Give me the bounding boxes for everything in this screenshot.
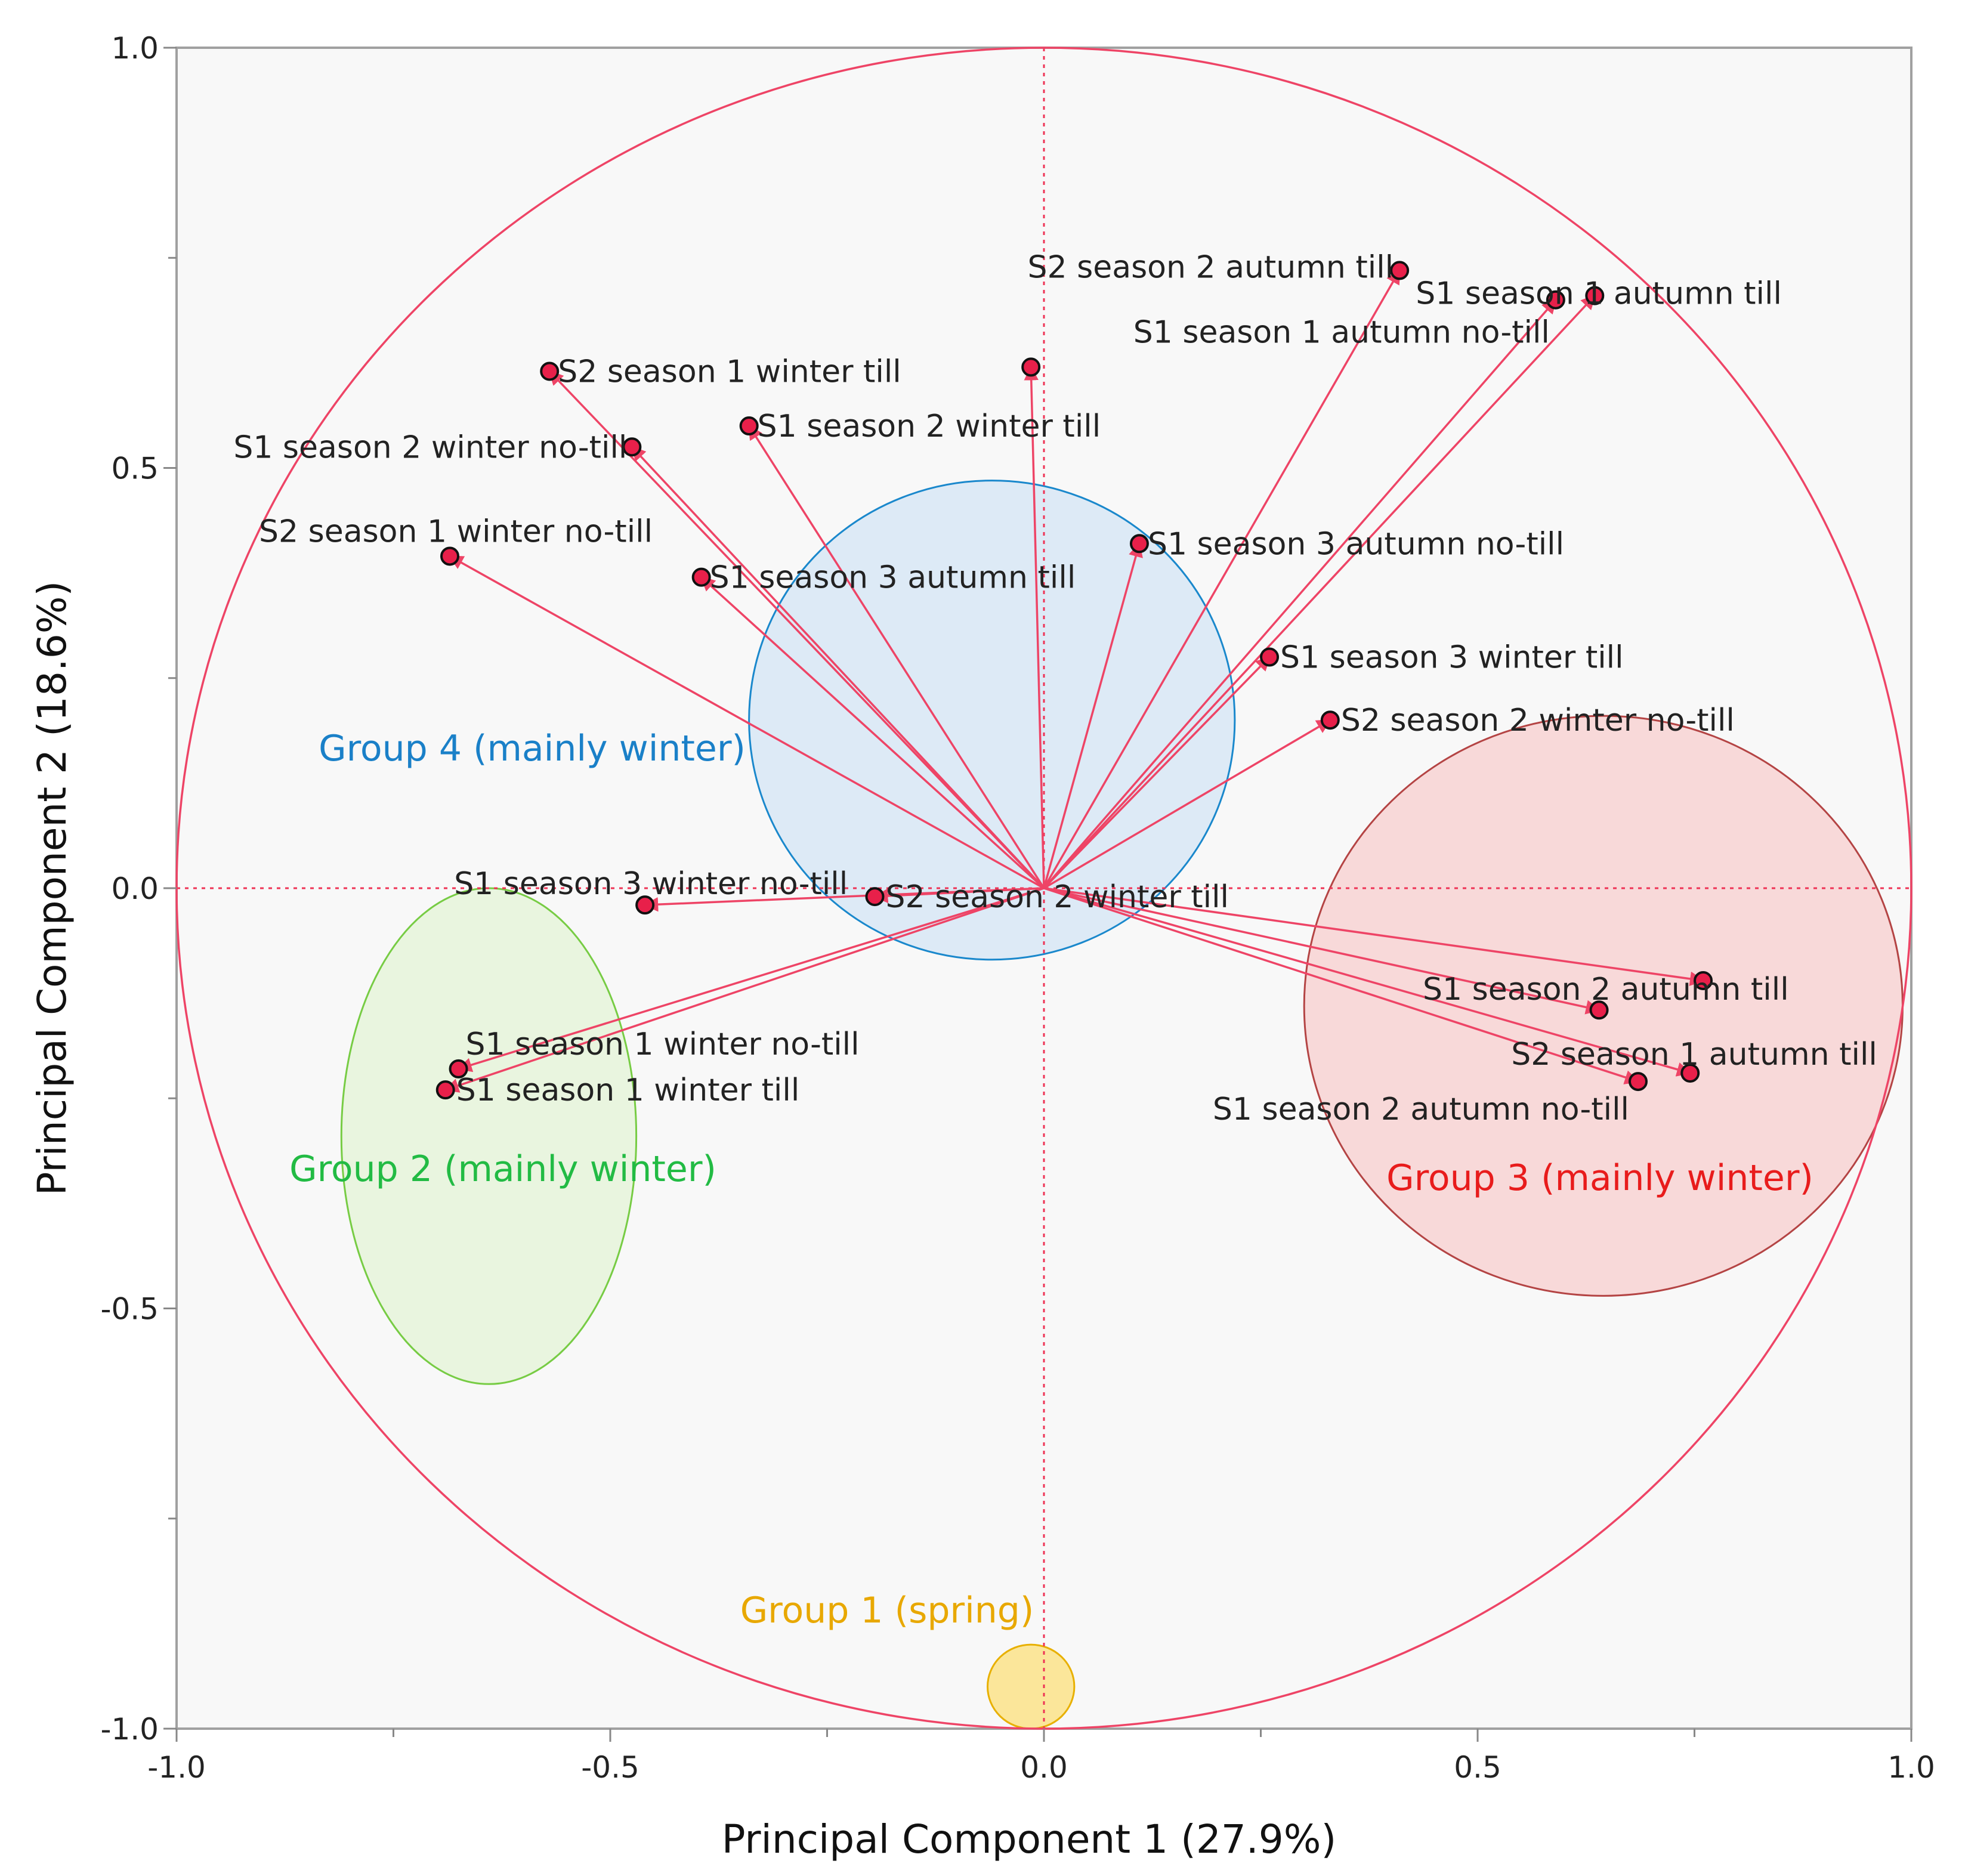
loading-point-13: [865, 887, 885, 907]
y-tick-label: -0.5: [100, 1292, 159, 1327]
loading-point-3: [1021, 357, 1041, 377]
x-tick-label: 0.5: [1454, 1750, 1501, 1785]
group-3-winter-label: Group 3 (mainly winter): [1386, 1157, 1813, 1199]
group-4-winter-ellipse: [748, 480, 1236, 961]
loading-point-9: [691, 567, 711, 587]
loading-arrows: [444, 269, 1705, 1093]
group-1-spring-label: Group 1 (spring): [740, 1590, 1034, 1631]
loading-arrow-0: [1043, 269, 1401, 889]
x-tick-label: 1.0: [1887, 1750, 1935, 1785]
loading-label-2: S1 season 1 autumn no-till: [1133, 315, 1550, 351]
loading-arrow-18: [457, 887, 1045, 1073]
loading-label-9: S1 season 3 autumn till: [710, 560, 1076, 596]
loading-arrow-15: [1043, 887, 1601, 1015]
loading-label-18: S1 season 1 winter no-till: [466, 1027, 860, 1062]
loading-label-16: S2 season 1 autumn till: [1511, 1037, 1877, 1073]
loading-label-6: S1 season 2 winter no-till: [233, 429, 627, 465]
loading-arrow-16: [1043, 887, 1692, 1077]
loading-point-10: [1260, 647, 1280, 667]
loading-point-12: [635, 895, 655, 915]
loading-label-11: S2 season 2 winter no-till: [1341, 703, 1735, 738]
loading-arrow-17: [1043, 887, 1640, 1084]
loading-point-8: [1129, 534, 1149, 554]
group-labels: Group 1 (spring) Group 2 (mainly winter) G…: [289, 728, 1813, 1631]
loading-point-11: [1320, 710, 1340, 730]
loading-label-1: S1 season 1 autumn till: [1416, 276, 1782, 312]
loading-arrow-8: [1043, 542, 1143, 889]
group-2-winter-ellipse: [340, 887, 638, 1385]
loading-point-4: [540, 361, 560, 381]
loading-point-6: [622, 437, 642, 457]
loading-label-19: S1 season 1 winter till: [456, 1073, 800, 1108]
y-tick-label: -1.0: [100, 1712, 159, 1747]
loading-arrow-9: [700, 576, 1045, 889]
axes: -1.0 -0.5 0.0 0.5 1.0 1.0 0.5 0.0 -0.5 -1.0: [100, 31, 1935, 1785]
loading-label-0: S2 season 2 autumn till: [1028, 249, 1394, 285]
group-4-winter-label: Group 4 (mainly winter): [319, 728, 746, 769]
group-2-winter-label: Group 2 (mainly winter): [289, 1148, 716, 1190]
loading-point-15: [1589, 1000, 1609, 1020]
y-tick-label: 0.0: [111, 871, 159, 906]
loading-point-1: [1585, 286, 1605, 305]
loading-label-17: S1 season 2 autumn no-till: [1213, 1092, 1629, 1127]
loading-arrow-10: [1043, 656, 1271, 889]
loading-arrow-14: [1043, 887, 1705, 987]
y-tick-label: 1.0: [111, 31, 159, 66]
loading-arrow-6: [631, 446, 1045, 889]
y-tick-label: 0.5: [111, 452, 159, 486]
x-tick-label: -1.0: [147, 1750, 206, 1785]
x-tick-label: 0.0: [1020, 1750, 1068, 1785]
loading-label-7: S2 season 1 winter no-till: [259, 514, 653, 549]
loading-arrow-11: [1043, 719, 1331, 889]
loading-arrow-2: [1043, 298, 1557, 889]
loading-point-14: [1694, 971, 1713, 990]
x-axis-title: Principal Component 1 (27.9%): [722, 1816, 1337, 1862]
loading-point-5: [739, 416, 759, 436]
loading-points: [435, 261, 1713, 1100]
group-1-spring-ellipse: [986, 1643, 1076, 1730]
loading-label-13: S2 season 2 winter till: [885, 879, 1229, 915]
loading-label-10: S1 season 3 winter till: [1280, 640, 1624, 676]
loading-arrow-13: [873, 887, 1045, 904]
loading-point-17: [1628, 1072, 1648, 1092]
loading-arrow-19: [444, 887, 1045, 1093]
loading-arrow-3: [1024, 365, 1045, 889]
y-axis-title: Principal Component 2 (18.6%): [29, 581, 75, 1196]
reference-lines: [177, 48, 1911, 1729]
loading-arrow-7: [448, 555, 1045, 889]
loading-arrow-5: [748, 424, 1045, 889]
loading-labels: S2 season 2 autumn till S1 season 1 autum…: [233, 249, 1877, 1127]
loading-label-14: S1 season 2 autumn till: [1423, 972, 1789, 1007]
loading-point-16: [1680, 1063, 1700, 1083]
loading-point-19: [435, 1080, 455, 1100]
loading-point-2: [1546, 290, 1565, 310]
loading-label-12: S1 season 3 winter no-till: [454, 866, 848, 902]
loading-label-8: S1 season 3 autumn no-till: [1148, 526, 1564, 562]
loading-label-5: S1 season 2 winter till: [758, 409, 1101, 444]
loading-point-18: [449, 1059, 468, 1078]
loading-point-0: [1390, 261, 1410, 280]
loading-label-4: S2 season 1 winter till: [558, 354, 901, 390]
loading-point-7: [440, 546, 460, 566]
x-tick-label: -0.5: [581, 1750, 639, 1785]
loading-arrow-1: [1043, 294, 1596, 889]
